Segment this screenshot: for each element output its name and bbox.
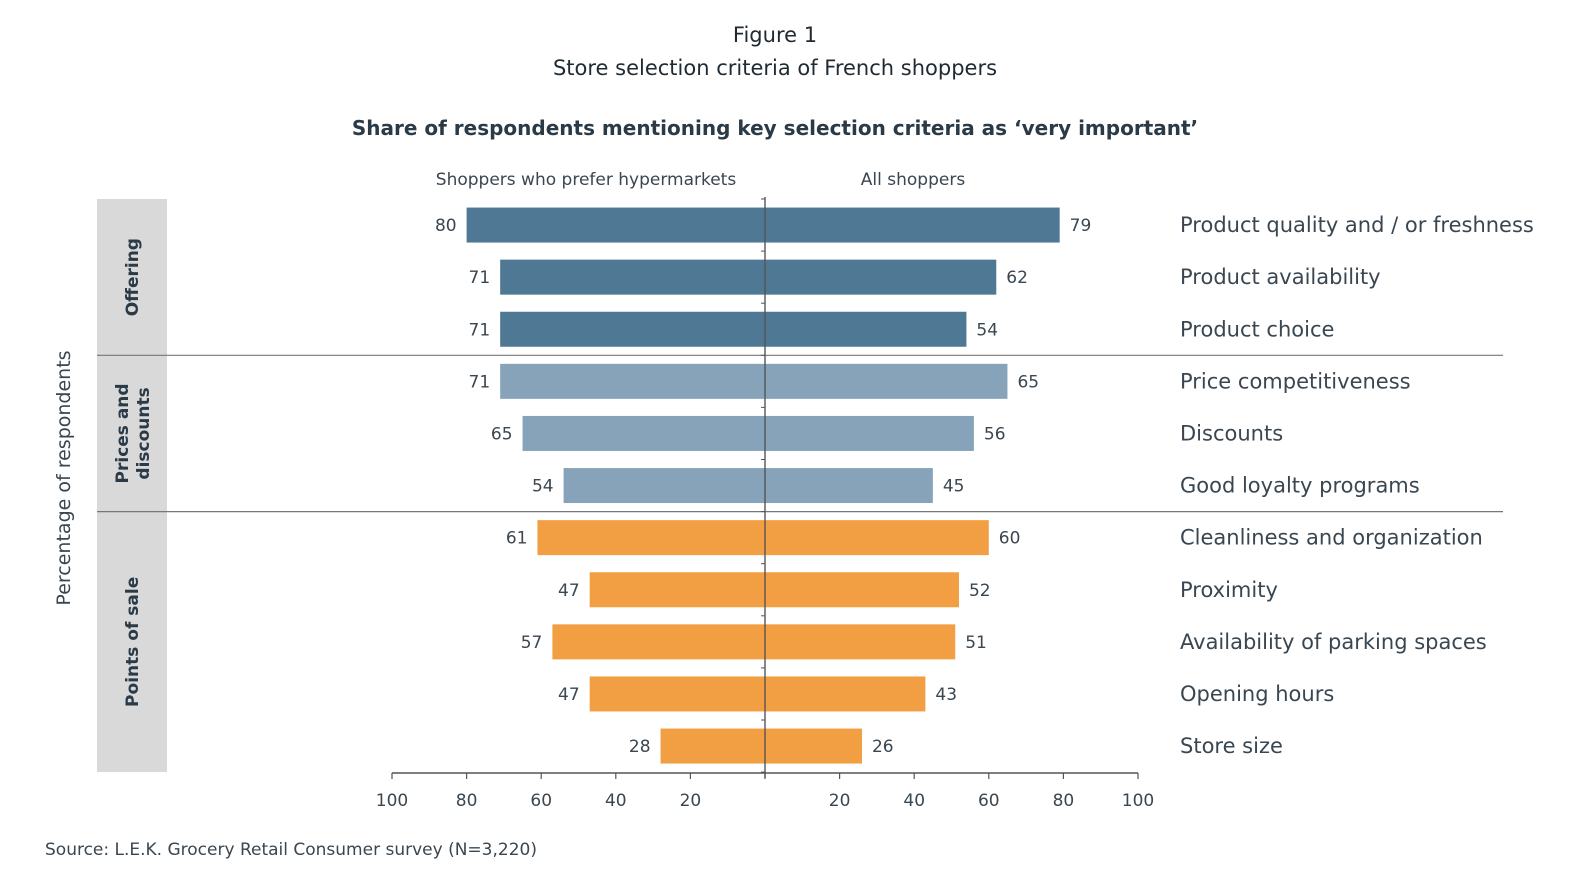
bar-left [500,363,765,399]
data-label-right: 26 [872,737,894,757]
x-axis: 100 80 60 40 20 20 40 60 80 100 [376,197,1154,811]
x-tick-label: 60 [978,791,1000,811]
group-band [97,199,167,356]
group-label-line: Offering [123,238,143,316]
bar-left [500,259,765,295]
right-series-header: All shoppers [861,170,966,190]
data-label-left: 57 [521,633,543,653]
x-tick-label: 80 [1053,791,1075,811]
data-label-right: 62 [1006,268,1028,288]
bar-right [765,207,1060,243]
group-label: Offering [123,238,143,316]
data-label-right: 56 [984,424,1006,444]
bar-left [552,624,765,660]
bar-left [563,468,765,504]
bar-left [466,207,765,243]
chart-title: Store selection criteria of French shopp… [553,56,997,80]
bar-right [765,468,933,504]
category-label: Product quality and / or freshness [1180,213,1534,237]
chart-subtitle: Share of respondents mentioning key sele… [352,116,1198,140]
bar-right [765,311,967,347]
group-band [97,355,167,512]
data-label-left: 80 [435,216,457,236]
data-label-right: 65 [1017,372,1039,392]
group-label: Prices anddiscounts [113,383,154,483]
data-label-left: 54 [532,477,554,497]
x-tick-label: 80 [456,791,478,811]
group-label-line: discounts [134,387,154,479]
data-label-left: 71 [469,320,491,340]
x-tick-label: 20 [829,791,851,811]
left-series-header: Shoppers who prefer hypermarkets [436,170,737,190]
bar-left [537,520,765,556]
group-label-line: Prices and [113,383,133,483]
category-label: Product choice [1180,317,1334,341]
category-label: Good loyalty programs [1180,474,1420,498]
group-label: Points of sale [123,577,143,707]
figure-label: Figure 1 [733,23,817,47]
y-axis-label: Percentage of respondents [53,350,75,605]
bars: 80 79 Product quality and / or freshness 71… [435,207,1534,764]
category-label: Opening hours [1180,682,1334,706]
data-label-left: 65 [491,424,513,444]
bar-left [500,311,765,347]
data-label-left: 71 [469,268,491,288]
category-label: Cleanliness and organization [1180,526,1483,550]
source-note: Source: L.E.K. Grocery Retail Consumer s… [45,840,537,860]
data-label-right: 79 [1070,216,1092,236]
data-label-right: 60 [999,529,1021,549]
group-separators [97,354,1503,513]
category-label: Price competitiveness [1180,369,1411,393]
x-tick-label: 40 [903,791,925,811]
data-label-right: 45 [943,477,965,497]
bar-left [522,415,765,451]
bar-right [765,363,1008,399]
data-label-right: 51 [965,633,987,653]
data-label-right: 43 [935,685,957,705]
bar-right [765,520,989,556]
bar-left [660,728,765,764]
bar-left [589,572,765,608]
category-label: Availability of parking spaces [1180,630,1487,654]
x-tick-label: 40 [605,791,627,811]
category-label: Proximity [1180,578,1278,602]
bar-right [765,259,997,295]
category-label: Product availability [1180,265,1381,289]
category-label: Store size [1180,734,1283,758]
x-tick-label: 100 [1122,791,1154,811]
data-label-left: 61 [506,529,528,549]
data-label-left: 47 [558,685,580,705]
bar-right [765,572,959,608]
data-label-right: 54 [976,320,998,340]
data-label-right: 52 [969,581,991,601]
data-label-left: 71 [469,372,491,392]
bar-right [765,624,956,660]
bar-right [765,728,862,764]
group-band [97,511,167,773]
group-bands: Offering Prices anddiscounts Points of sal… [97,199,167,773]
category-label: Discounts [1180,421,1283,445]
x-tick-label: 60 [530,791,552,811]
bar-right [765,676,926,712]
group-label-line: Points of sale [123,577,143,707]
bar-right [765,415,974,451]
data-label-left: 47 [558,581,580,601]
x-tick-label: 20 [680,791,702,811]
x-tick-label: 100 [376,791,408,811]
bar-left [589,676,765,712]
data-label-left: 28 [629,737,651,757]
